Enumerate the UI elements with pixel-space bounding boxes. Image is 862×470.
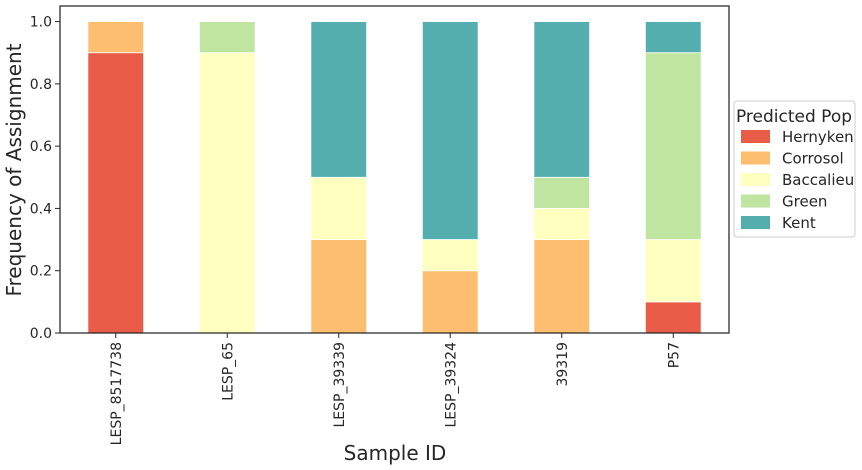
bar-segment-hernyken-5 (644, 301, 702, 334)
bar-segment-corrosol-3 (421, 270, 479, 334)
x-tick-label: LESP_8517738 (109, 342, 125, 445)
y-tick-label: 1.0 (30, 15, 52, 31)
bar-segment-baccalieu-5 (644, 239, 702, 303)
x-axis: LESP_8517738 LESP_65 LESP_39339 LESP_39324 3… (109, 333, 682, 445)
x-tick-label: LESP_39339 (332, 342, 348, 428)
legend-swatch-baccalieu (741, 173, 770, 186)
bar-segment-baccalieu-3 (421, 239, 479, 272)
y-tick-label: 0.2 (30, 264, 52, 280)
bar-segment-kent-5 (644, 21, 702, 54)
bar-segment-baccalieu-4 (533, 208, 591, 240)
bar-segment-green-5 (644, 52, 702, 240)
legend-swatch-hernyken (741, 130, 770, 143)
bar-segment-kent-2 (310, 21, 368, 178)
bar-segment-green-1 (198, 21, 256, 54)
legend: Predicted Pop Hernyken Corrosol Baccalieu G… (733, 100, 856, 238)
x-tick-label: LESP_39324 (443, 342, 459, 428)
bar-segment-corrosol-4 (533, 239, 591, 334)
bar-segment-hernyken-0 (87, 52, 145, 334)
legend-label-kent: Kent (782, 214, 816, 232)
legend-label-hernyken: Hernyken (782, 128, 854, 146)
bar-segment-kent-3 (421, 21, 479, 240)
legend-swatch-green (741, 194, 770, 208)
bar-segment-baccalieu-2 (310, 176, 368, 240)
x-tick-label: P57 (666, 342, 682, 368)
y-tick-label: 0.6 (30, 139, 52, 155)
bar-segment-kent-4 (533, 21, 591, 178)
plot-frame (59, 5, 730, 334)
y-axis-title: Frequency of Assignment (2, 43, 26, 296)
bars-group (87, 21, 702, 334)
y-tick-label: 0.8 (30, 77, 52, 93)
legend-label-corrosol: Corrosol (782, 150, 844, 168)
bar-segment-green-4 (533, 176, 591, 209)
legend-title: Predicted Pop (736, 107, 852, 127)
legend-swatch-kent (741, 216, 770, 229)
legend-items: Hernyken Corrosol Baccalieu Green Kent (741, 128, 854, 232)
legend-label-baccalieu: Baccalieu (782, 171, 854, 189)
y-tick-label: 0.4 (30, 201, 52, 217)
y-tick-label: 0.0 (30, 326, 52, 342)
y-axis: 0.0 0.2 0.4 0.6 0.8 1.0 (30, 15, 60, 342)
x-tick-label: LESP_65 (220, 342, 236, 401)
bar-segment-corrosol-2 (310, 239, 368, 334)
bar-segment-baccalieu-1 (198, 52, 256, 334)
x-tick-label: 39319 (555, 342, 571, 387)
bar-segment-corrosol-0 (87, 21, 145, 54)
legend-label-green: Green (782, 193, 827, 211)
x-axis-title: Sample ID (344, 441, 447, 465)
legend-swatch-corrosol (741, 151, 770, 165)
